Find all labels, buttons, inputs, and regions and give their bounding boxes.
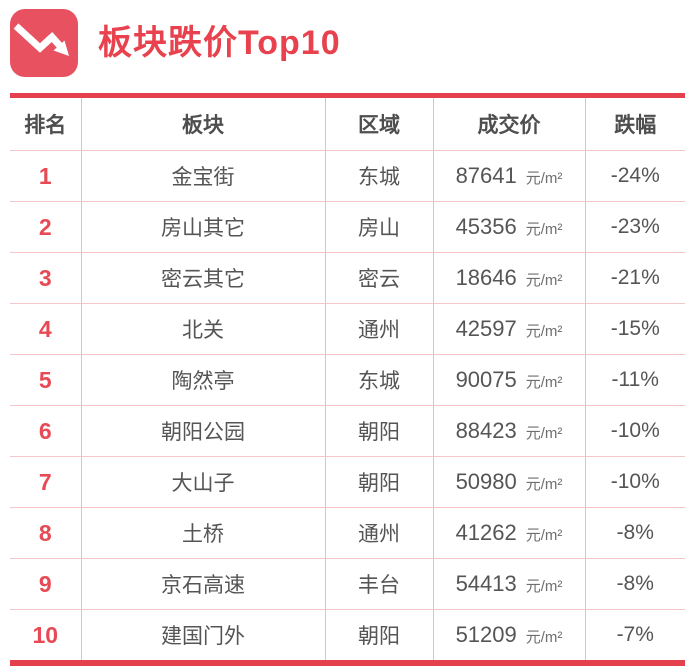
price-value: 51209: [455, 622, 517, 647]
table-row: 5 陶然亭 东城 90075 元/m² -11%: [10, 354, 685, 406]
drop-cell: -23%: [585, 201, 685, 253]
sector-cell: 陶然亭: [81, 354, 326, 406]
price-value: 54413: [455, 571, 517, 596]
price-unit: 元/m²: [525, 578, 563, 595]
table-row: 1 金宝街 东城 87641 元/m² -24%: [10, 150, 685, 202]
price-value: 88423: [455, 418, 517, 443]
drop-cell: -10%: [585, 456, 685, 508]
drop-cell: -8%: [585, 507, 685, 559]
price-cell: 54413 元/m²: [433, 558, 586, 610]
price-value: 87641: [455, 163, 517, 188]
price-cell: 50980 元/m²: [433, 456, 586, 508]
sector-cell: 房山其它: [81, 201, 326, 253]
drop-cell: -15%: [585, 303, 685, 355]
price-cell: 88423 元/m²: [433, 405, 586, 457]
region-cell: 朝阳: [325, 456, 434, 508]
price-cell: 18646 元/m²: [433, 252, 586, 304]
table-body: 1 金宝街 东城 87641 元/m² -24% 2 房山其它 房山 45356 元/m² -23% 3…: [10, 150, 685, 663]
rank-cell: 7: [10, 456, 82, 508]
region-cell: 东城: [325, 354, 434, 406]
trend-down-icon: [10, 9, 78, 77]
drop-cell: -21%: [585, 252, 685, 304]
rank-cell: 8: [10, 507, 82, 559]
rank-cell: 3: [10, 252, 82, 304]
table-row: 4 北关 通州 42597 元/m² -15%: [10, 303, 685, 355]
price-unit: 元/m²: [525, 170, 563, 187]
table-row: 6 朝阳公园 朝阳 88423 元/m² -10%: [10, 405, 685, 457]
drop-cell: -11%: [585, 354, 685, 406]
sector-cell: 北关: [81, 303, 326, 355]
page-title: 板块跌价Top10: [98, 24, 341, 62]
price-unit: 元/m²: [525, 629, 563, 646]
price-cell: 42597 元/m²: [433, 303, 586, 355]
sector-cell: 金宝街: [81, 150, 326, 202]
col-header-sector: 板块: [81, 95, 326, 151]
region-cell: 房山: [325, 201, 434, 253]
region-cell: 密云: [325, 252, 434, 304]
rank-cell: 2: [10, 201, 82, 253]
sector-cell: 朝阳公园: [81, 405, 326, 457]
table-row: 2 房山其它 房山 45356 元/m² -23%: [10, 201, 685, 253]
rank-cell: 1: [10, 150, 82, 202]
sector-cell: 京石高速: [81, 558, 326, 610]
drop-cell: -8%: [585, 558, 685, 610]
rank-cell: 5: [10, 354, 82, 406]
price-unit: 元/m²: [525, 527, 563, 544]
price-value: 45356: [455, 214, 517, 239]
col-header-region: 区域: [325, 95, 434, 151]
price-value: 42597: [455, 316, 517, 341]
rank-cell: 6: [10, 405, 82, 457]
price-value: 18646: [455, 265, 517, 290]
rank-cell: 9: [10, 558, 82, 610]
price-cell: 41262 元/m²: [433, 507, 586, 559]
price-cell: 45356 元/m²: [433, 201, 586, 253]
region-cell: 朝阳: [325, 405, 434, 457]
ranking-table: 排名 板块 区域 成交价 跌幅 1 金宝街 东城 87641 元/m² -24% 2 房山其它…: [10, 93, 685, 666]
col-header-price: 成交价: [433, 95, 586, 151]
price-unit: 元/m²: [525, 272, 563, 289]
rank-cell: 10: [10, 609, 82, 663]
table-row: 3 密云其它 密云 18646 元/m² -21%: [10, 252, 685, 304]
price-cell: 87641 元/m²: [433, 150, 586, 202]
drop-cell: -7%: [616, 623, 654, 646]
price-unit: 元/m²: [525, 374, 563, 391]
price-cell: 90075 元/m²: [433, 354, 586, 406]
table-row: 8 土桥 通州 41262 元/m² -8%: [10, 507, 685, 559]
price-unit: 元/m²: [525, 221, 563, 238]
drop-cell: -24%: [585, 150, 685, 202]
price-value: 90075: [455, 367, 517, 392]
price-cell: 51209 元/m²: [433, 609, 586, 663]
region-cell: 东城: [325, 150, 434, 202]
col-header-rank: 排名: [10, 95, 82, 151]
region-cell: 朝阳: [325, 609, 434, 663]
drop-cell: -10%: [585, 405, 685, 457]
sector-cell: 大山子: [81, 456, 326, 508]
price-value: 41262: [455, 520, 517, 545]
table-row: 10 建国门外 朝阳 51209 元/m² -7%: [10, 609, 685, 663]
region-cell: 通州: [325, 507, 434, 559]
sector-cell: 密云其它: [81, 252, 326, 304]
table-header-row: 排名 板块 区域 成交价 跌幅: [10, 95, 685, 151]
price-unit: 元/m²: [525, 425, 563, 442]
table-row: 7 大山子 朝阳 50980 元/m² -10%: [10, 456, 685, 508]
region-cell: 通州: [325, 303, 434, 355]
price-value: 50980: [455, 469, 517, 494]
rank-cell: 4: [10, 303, 82, 355]
col-header-drop: 跌幅: [585, 95, 685, 151]
price-unit: 元/m²: [525, 476, 563, 493]
sector-cell: 土桥: [81, 507, 326, 559]
title-bar: 板块跌价Top10: [0, 0, 695, 78]
region-cell: 丰台: [325, 558, 434, 610]
price-unit: 元/m²: [525, 323, 563, 340]
sector-cell: 建国门外: [81, 609, 326, 663]
table-row: 9 京石高速 丰台 54413 元/m² -8%: [10, 558, 685, 610]
